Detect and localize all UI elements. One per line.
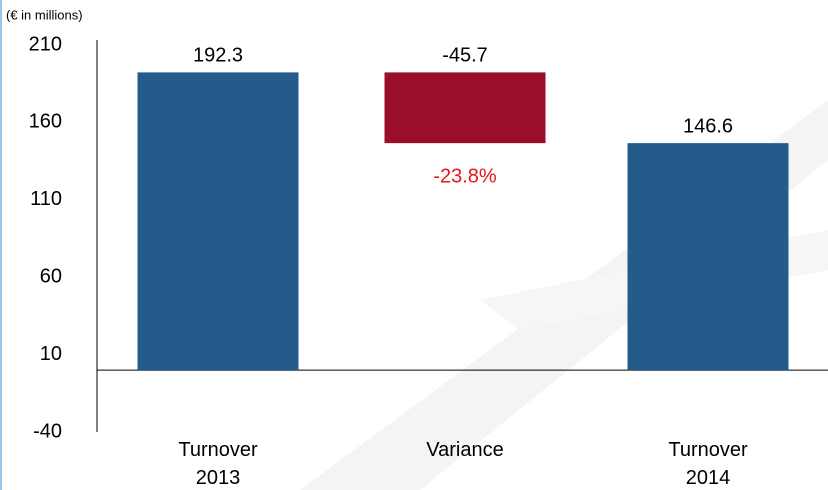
x-tick-label: Turnover 2014 [668, 439, 748, 489]
y-tick-label: -40 [33, 420, 62, 442]
x-tick-label: Variance [426, 439, 504, 461]
bar [384, 72, 546, 144]
x-tick-label: Turnover 2013 [178, 439, 258, 489]
y-tick-label: 110 [30, 188, 62, 210]
bar [627, 143, 789, 371]
value-label: 146.6 [683, 115, 733, 137]
y-tick-label: 10 [40, 343, 62, 365]
y-tick-label: 210 [29, 33, 62, 55]
y-tick-label: 60 [40, 265, 62, 287]
unit-label: (€ in millions) [6, 7, 83, 22]
y-tick-label: 160 [29, 111, 62, 133]
value-label: -45.7 [442, 45, 488, 67]
value-label: 192.3 [193, 45, 243, 67]
variance-percent: -23.8% [433, 165, 497, 187]
bar [137, 72, 299, 371]
